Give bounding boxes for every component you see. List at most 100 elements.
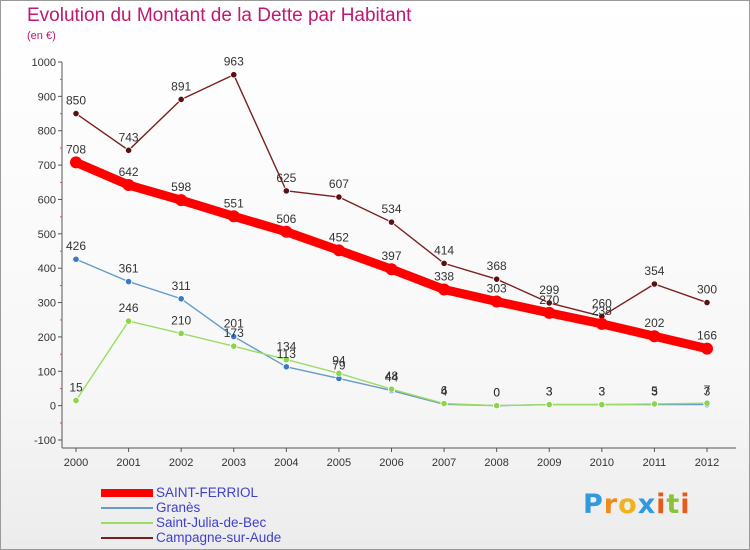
data-label: 414 (434, 243, 454, 257)
data-label: 551 (224, 196, 244, 210)
y-tick-label: 100 (38, 366, 56, 378)
data-label: 850 (66, 94, 86, 108)
data-label: 113 (277, 347, 296, 361)
x-tick-label: 2010 (590, 457, 614, 469)
chart-subtitle: (en €) (27, 30, 56, 42)
data-point (650, 400, 659, 408)
data-label: 3 (598, 385, 605, 399)
x-tick-label: 2001 (116, 457, 140, 469)
data-label: 397 (381, 249, 401, 263)
data-label: 7 (704, 383, 711, 397)
data-label: 238 (592, 304, 612, 318)
x-tick-label: 2004 (274, 457, 298, 469)
data-label: 3 (598, 385, 605, 399)
data-point (650, 280, 659, 288)
x-tick-label: 2011 (643, 457, 667, 469)
y-tick-label: 200 (38, 332, 56, 344)
data-point (227, 210, 240, 223)
legend: SAINT-FERRIOL Granès Saint-Julia-de-Bec … (101, 485, 401, 545)
data-point (177, 329, 185, 338)
data-label: 270 (539, 293, 559, 307)
data-point (177, 295, 185, 303)
proxiti-logo: Proxiti (583, 489, 691, 520)
x-tick-label: 2003 (222, 457, 246, 469)
data-point (282, 355, 290, 364)
legend-item-granes[interactable]: Granès (101, 500, 401, 515)
data-label: 625 (276, 171, 296, 185)
y-tick-label: 600 (38, 194, 56, 206)
data-label: 891 (171, 79, 191, 93)
x-tick-label: 2000 (64, 457, 88, 469)
data-point (493, 275, 501, 283)
data-point (124, 277, 133, 286)
logo-letter: x (637, 489, 657, 520)
data-point (440, 399, 448, 408)
data-point (703, 399, 711, 407)
legend-item-campagne-sur-aude[interactable]: Campagne-sur-Aude (101, 530, 401, 545)
x-tick-label: 2006 (379, 457, 403, 469)
data-label: 134 (276, 340, 296, 354)
data-point (335, 369, 343, 377)
data-label: 44 (385, 371, 399, 385)
legend-item-saint-ferriol[interactable]: SAINT-FERRIOL (101, 485, 401, 500)
data-point (703, 298, 711, 307)
data-label: 303 (487, 282, 507, 296)
data-point (648, 330, 661, 343)
data-point (282, 363, 290, 371)
data-label: 354 (644, 264, 664, 278)
data-label: 338 (434, 269, 454, 283)
data-label: 0 (493, 386, 500, 400)
data-label: 361 (119, 262, 139, 276)
data-point (177, 95, 185, 104)
y-tick-label: 900 (38, 91, 56, 103)
legend-label: Saint-Julia-de-Bec (156, 515, 267, 530)
data-label: 3 (546, 385, 553, 399)
data-label: 452 (329, 230, 349, 244)
data-point (282, 187, 290, 195)
data-point (72, 109, 80, 118)
legend-label: SAINT-FERRIOL (156, 485, 259, 500)
data-point (230, 342, 238, 350)
data-label: 506 (276, 212, 296, 226)
logo-letter: P (583, 489, 604, 520)
data-point (545, 299, 553, 307)
y-tick-label: 800 (38, 126, 56, 138)
data-label: 260 (592, 296, 612, 310)
data-point (124, 317, 133, 325)
data-label: 48 (385, 369, 399, 383)
legend-item-saint-julia-de-bec[interactable]: Saint-Julia-de-Bec (101, 515, 401, 530)
data-point (493, 402, 501, 410)
data-label: 94 (332, 353, 346, 367)
data-point (543, 306, 556, 319)
data-label: 0 (493, 386, 500, 400)
x-tick-label: 2008 (484, 457, 508, 469)
data-point (332, 244, 345, 257)
data-label: 368 (487, 259, 507, 273)
legend-label: Granès (156, 500, 201, 515)
logo-letter: i (680, 489, 691, 520)
data-point (335, 193, 343, 201)
y-tick-label: 400 (38, 263, 56, 275)
logo-letter: t (666, 489, 681, 520)
data-label: 5 (651, 384, 658, 398)
data-label: 3 (651, 385, 658, 399)
x-tick-label: 2005 (327, 457, 351, 469)
data-label: 311 (172, 279, 191, 293)
y-tick-label: 1000 (32, 57, 56, 69)
data-point (598, 401, 606, 409)
data-label: 79 (332, 358, 346, 372)
data-label: 708 (66, 142, 86, 156)
x-tick-label: 2007 (432, 457, 456, 469)
logo-letter: o (618, 489, 638, 520)
data-label: 3 (704, 385, 711, 399)
data-label: 300 (697, 283, 717, 297)
data-point (490, 295, 503, 308)
y-tick-label: 700 (38, 160, 56, 172)
data-label: 210 (171, 313, 191, 327)
logo-letter: i (656, 489, 667, 520)
data-point (72, 255, 80, 263)
chart-title: Evolution du Montant de la Dette par Hab… (27, 5, 412, 26)
data-point (72, 396, 80, 405)
